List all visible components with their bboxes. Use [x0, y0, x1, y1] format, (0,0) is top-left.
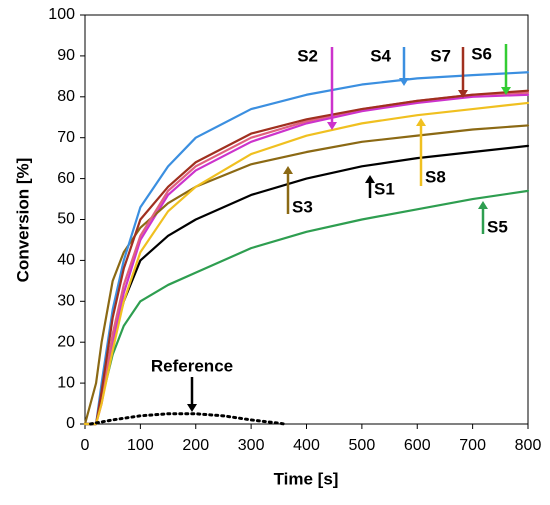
series-line	[83, 144, 530, 426]
x-tick-label: 600	[404, 437, 431, 454]
arrow-head	[501, 87, 511, 95]
annotation: S6	[471, 44, 492, 63]
annotation: S1	[374, 179, 395, 198]
y-tick-label: 50	[57, 211, 75, 228]
y-tick-label: 90	[57, 47, 75, 64]
x-tick-label: 300	[238, 437, 265, 454]
x-axis-label: Time [s]	[274, 469, 339, 488]
annotation: S3	[292, 197, 313, 216]
annotation: S4	[370, 46, 391, 65]
y-tick-label: 40	[57, 252, 75, 269]
series-line	[83, 124, 530, 426]
series-line	[89, 412, 286, 426]
y-axis-label: Conversion [%]	[13, 158, 32, 283]
annotation: S7	[430, 46, 451, 65]
arrow-head	[365, 175, 375, 183]
series-line	[83, 89, 530, 426]
arrow-head	[458, 90, 468, 98]
annotation: Reference	[151, 356, 233, 375]
y-tick-label: 0	[66, 415, 75, 432]
y-tick-label: 30	[57, 293, 75, 310]
x-tick-label: 400	[293, 437, 320, 454]
y-tick-label: 20	[57, 333, 75, 350]
y-tick-label: 80	[57, 88, 75, 105]
y-tick-label: 10	[57, 374, 75, 391]
series-line	[83, 189, 530, 426]
annotation: S8	[425, 167, 446, 186]
arrow-head	[283, 166, 293, 174]
annotation: S2	[297, 46, 318, 65]
y-tick-label: 100	[48, 6, 75, 23]
y-tick-label: 70	[57, 129, 75, 146]
x-tick-label: 800	[515, 437, 542, 454]
x-tick-label: 0	[81, 437, 90, 454]
y-tick-label: 60	[57, 170, 75, 187]
arrow-head	[187, 404, 197, 412]
arrow-head	[399, 78, 409, 86]
arrow-head	[327, 122, 337, 130]
x-tick-label: 500	[349, 437, 376, 454]
x-tick-label: 700	[459, 437, 486, 454]
x-tick-label: 200	[182, 437, 209, 454]
x-tick-label: 100	[127, 437, 154, 454]
arrow-head	[416, 118, 426, 126]
annotation: S5	[487, 217, 508, 236]
series-line	[83, 101, 530, 426]
arrow-head	[478, 201, 488, 209]
